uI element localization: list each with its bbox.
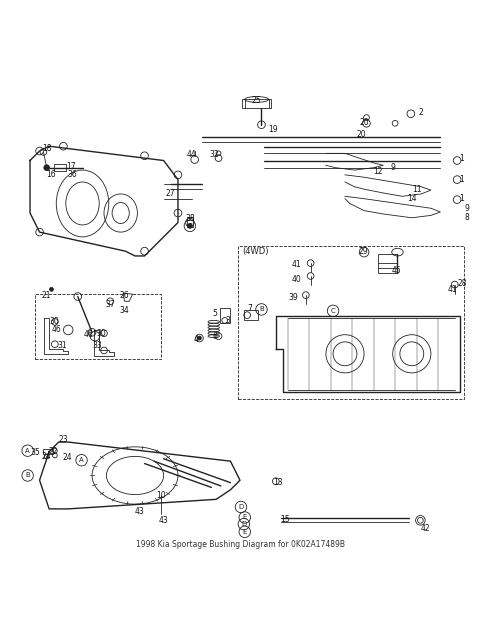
Text: 46: 46 bbox=[51, 326, 61, 335]
Text: 7: 7 bbox=[247, 304, 252, 313]
Text: 27: 27 bbox=[166, 190, 176, 198]
Text: 19: 19 bbox=[269, 125, 278, 134]
Text: 1: 1 bbox=[459, 175, 464, 184]
Circle shape bbox=[44, 165, 49, 170]
Text: 35: 35 bbox=[31, 448, 41, 457]
Text: 2: 2 bbox=[419, 108, 424, 117]
Text: B: B bbox=[25, 473, 30, 478]
Text: 34: 34 bbox=[120, 307, 130, 315]
Text: 14: 14 bbox=[407, 194, 417, 203]
Text: 4: 4 bbox=[193, 335, 199, 344]
Text: 1998 Kia Sportage Bushing Diagram for 0K02A17489B: 1998 Kia Sportage Bushing Diagram for 0K… bbox=[135, 541, 345, 550]
Bar bbox=[378, 254, 397, 273]
Text: 44: 44 bbox=[186, 150, 196, 159]
Text: 3: 3 bbox=[226, 316, 230, 325]
Text: 29: 29 bbox=[358, 247, 368, 256]
Text: 38: 38 bbox=[185, 214, 195, 223]
Bar bbox=[43, 449, 53, 454]
Text: 43: 43 bbox=[159, 516, 168, 525]
Text: 22: 22 bbox=[48, 447, 58, 456]
Circle shape bbox=[198, 336, 201, 340]
Text: 31: 31 bbox=[58, 341, 67, 350]
Text: (4WD): (4WD) bbox=[242, 247, 269, 256]
Text: 18: 18 bbox=[42, 144, 51, 153]
Text: 6: 6 bbox=[213, 331, 217, 341]
Text: 36: 36 bbox=[67, 170, 77, 179]
Text: 12: 12 bbox=[373, 167, 383, 176]
Text: E: E bbox=[242, 529, 247, 535]
Text: 25: 25 bbox=[252, 97, 262, 106]
Text: A: A bbox=[25, 448, 30, 453]
Text: 30: 30 bbox=[97, 329, 107, 338]
Circle shape bbox=[360, 247, 369, 257]
Text: 37: 37 bbox=[105, 300, 115, 309]
Text: 9: 9 bbox=[464, 204, 469, 212]
Text: 10: 10 bbox=[156, 491, 166, 500]
Text: 20: 20 bbox=[357, 130, 367, 139]
Text: D: D bbox=[241, 521, 246, 527]
Text: 8: 8 bbox=[464, 213, 469, 223]
Text: 39: 39 bbox=[288, 293, 299, 303]
Circle shape bbox=[418, 518, 423, 523]
Text: 23: 23 bbox=[59, 435, 68, 444]
Circle shape bbox=[188, 223, 192, 228]
Text: 15: 15 bbox=[280, 515, 290, 524]
Bar bbox=[187, 217, 193, 227]
Text: E: E bbox=[242, 515, 247, 520]
Text: 1: 1 bbox=[459, 154, 464, 163]
Text: 41: 41 bbox=[291, 260, 301, 269]
Text: B: B bbox=[259, 307, 264, 312]
Text: 1: 1 bbox=[459, 194, 464, 203]
Text: 41: 41 bbox=[447, 285, 457, 294]
Circle shape bbox=[49, 287, 53, 291]
Bar bbox=[238, 246, 464, 399]
Text: 5: 5 bbox=[213, 308, 217, 318]
Text: 9: 9 bbox=[390, 163, 395, 172]
Text: 46: 46 bbox=[84, 330, 93, 339]
Text: 16: 16 bbox=[47, 170, 56, 179]
Text: 32: 32 bbox=[209, 150, 218, 159]
Text: 45: 45 bbox=[392, 266, 401, 275]
Text: 30: 30 bbox=[49, 317, 59, 326]
Text: 21: 21 bbox=[42, 291, 51, 300]
Text: 24: 24 bbox=[42, 452, 51, 461]
Bar bbox=[220, 308, 229, 323]
Bar bbox=[54, 164, 66, 171]
Bar bbox=[244, 310, 258, 321]
Text: 26: 26 bbox=[120, 291, 129, 300]
Bar bbox=[242, 99, 271, 108]
Text: 20: 20 bbox=[359, 118, 369, 127]
Text: 33: 33 bbox=[92, 341, 102, 350]
Text: 24: 24 bbox=[62, 453, 72, 462]
Text: 42: 42 bbox=[420, 525, 430, 534]
Text: C: C bbox=[188, 223, 192, 229]
Text: C: C bbox=[331, 308, 336, 314]
Text: D: D bbox=[239, 504, 243, 510]
Text: 28: 28 bbox=[457, 279, 467, 288]
Text: 13: 13 bbox=[274, 478, 283, 487]
Bar bbox=[35, 294, 161, 359]
Text: 17: 17 bbox=[66, 162, 75, 170]
Text: A: A bbox=[79, 457, 84, 463]
Polygon shape bbox=[123, 293, 132, 301]
Text: 11: 11 bbox=[412, 184, 421, 193]
Text: 40: 40 bbox=[291, 275, 301, 284]
Text: 43: 43 bbox=[135, 507, 144, 516]
